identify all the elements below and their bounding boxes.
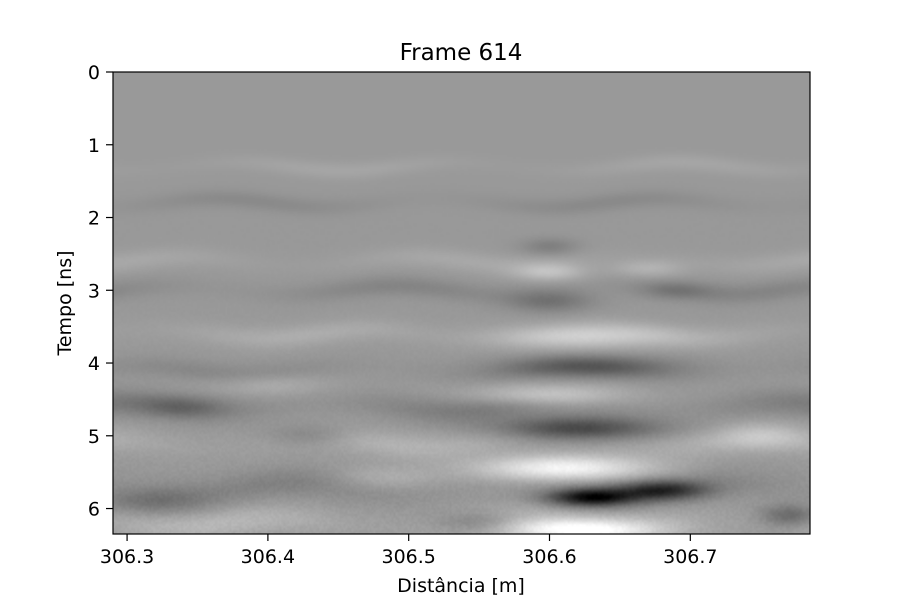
x-tick-label: 306.4	[241, 546, 295, 568]
y-tick-label: 1	[88, 135, 100, 157]
y-tick-label: 4	[88, 353, 100, 375]
y-axis-label: Tempo [ns]	[54, 250, 76, 356]
chart-title: Frame 614	[400, 40, 523, 66]
x-tick-label: 306.3	[100, 546, 154, 568]
y-tick-label: 6	[88, 499, 100, 521]
y-tick-label: 0	[88, 62, 100, 84]
x-tick-label: 306.5	[381, 546, 435, 568]
heatmap-image	[113, 72, 810, 534]
x-tick-label: 306.7	[663, 546, 717, 568]
x-axis-ticks: 306.3 306.4 306.5 306.6 306.7	[100, 534, 718, 568]
y-tick-label: 3	[88, 280, 100, 302]
y-tick-label: 5	[88, 426, 100, 448]
x-tick-label: 306.6	[522, 546, 576, 568]
plot-frame	[112, 71, 811, 535]
x-axis-label: Distância [m]	[397, 575, 525, 597]
y-tick-label: 2	[88, 208, 100, 230]
y-axis-ticks: 0 1 2 3 4 5 6	[88, 62, 113, 521]
